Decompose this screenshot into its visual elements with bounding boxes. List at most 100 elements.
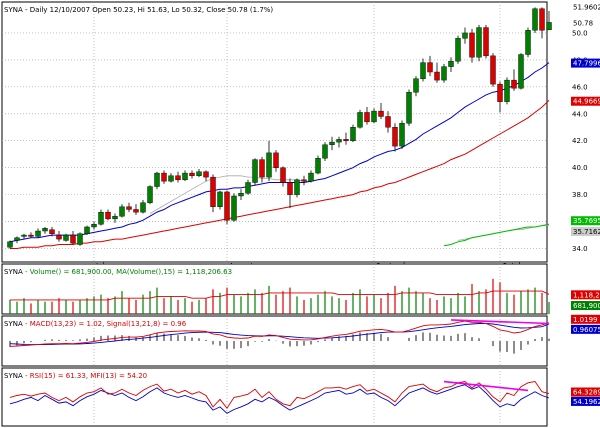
- candle: [7, 240, 13, 249]
- candle-body: [385, 116, 391, 128]
- volume-right-labels: 1,118,206 681,900: [571, 290, 600, 311]
- candle: [112, 213, 118, 223]
- price-y-tick-4: 42.0: [572, 137, 588, 145]
- candle: [490, 53, 496, 87]
- candle-body: [406, 92, 412, 124]
- price-y-tick-3: 40.0: [572, 164, 588, 172]
- chart-title-ticker: SYNA: [4, 6, 23, 14]
- rsi-value-label-text: 64.3289: [573, 389, 600, 397]
- candle: [175, 171, 181, 183]
- candle: [259, 156, 265, 183]
- candle-body: [364, 112, 370, 123]
- signal-value-label: 0.960759: [571, 324, 600, 334]
- candle-body: [434, 71, 440, 81]
- chart-title-ohlc: - Daily 12/10/2007 Open 50.23, Hi 51.63,…: [25, 6, 273, 14]
- price-close-label-text: 50.78: [573, 19, 593, 27]
- candle-body: [371, 110, 377, 123]
- candle: [406, 89, 412, 126]
- candle-body: [532, 8, 538, 31]
- price-y-tick-8: 50.0: [572, 29, 588, 37]
- rsi-value-label-bg: [571, 387, 600, 397]
- macd-panel: 1.0199 0.960759 SYNA - MACD(13,23) = 1.02…: [1, 314, 600, 367]
- candle-body: [399, 123, 405, 147]
- candle-body: [476, 27, 482, 58]
- candle: [420, 58, 426, 82]
- candle: [455, 35, 461, 64]
- volume-title-text: - Volume() = 681,900.00, MA(Volume(),15)…: [25, 268, 232, 276]
- candle-body: [196, 171, 202, 176]
- candle: [217, 190, 223, 210]
- candle-body: [462, 32, 468, 39]
- macd-title: SYNA - MACD(13,23) = 1.02, Signal(13,21,…: [4, 320, 187, 328]
- candle: [231, 193, 237, 222]
- candle: [497, 81, 503, 113]
- ma-green-label-text: 35.7695: [573, 217, 600, 225]
- candle-body: [490, 55, 496, 85]
- candle: [511, 69, 517, 91]
- candle: [539, 7, 545, 39]
- macd-trend-line: [450, 319, 550, 325]
- candle: [224, 190, 230, 225]
- candle-body: [266, 152, 272, 178]
- candle: [21, 233, 27, 240]
- candle: [273, 150, 279, 172]
- candle-body: [238, 193, 244, 197]
- candle: [105, 209, 111, 221]
- candle: [189, 170, 195, 179]
- candle: [385, 111, 391, 133]
- candle-body: [147, 186, 153, 203]
- candle-body: [301, 179, 307, 182]
- candle: [378, 103, 384, 120]
- candle: [196, 169, 202, 178]
- candle-body: [350, 127, 356, 141]
- candle-body: [42, 228, 48, 232]
- candle: [413, 76, 419, 97]
- candle: [343, 132, 349, 145]
- rsi-title: SYNA - RSI(15) = 61.33, MFI(13) = 54.20: [4, 372, 147, 380]
- signal-value-label-text: 0.960759: [573, 326, 600, 334]
- candle-body: [280, 167, 286, 183]
- candle-body: [98, 211, 104, 225]
- candle-body: [448, 61, 454, 67]
- candle: [476, 24, 482, 62]
- price-y-tick-2: 38.0: [572, 191, 588, 199]
- candle: [238, 189, 244, 201]
- candle: [161, 170, 167, 184]
- candle: [294, 178, 300, 198]
- ma-green-line: [443, 223, 550, 247]
- candle-body: [119, 206, 125, 217]
- candle-body: [35, 230, 41, 237]
- candle-body: [49, 229, 55, 234]
- candle: [308, 170, 314, 183]
- candle-body: [217, 191, 223, 207]
- rsi-trend-line: [443, 380, 529, 392]
- candle-body: [154, 172, 160, 187]
- candle: [154, 171, 160, 190]
- price-candles: [7, 7, 552, 249]
- candle-body: [315, 158, 321, 174]
- macd-histogram: [9, 332, 550, 354]
- candle-body: [273, 152, 279, 168]
- candle-body: [175, 175, 181, 181]
- macd-line: [9, 320, 550, 347]
- ma-extra-label-text: 35.7162: [573, 228, 600, 236]
- volume-ma-path: [10, 290, 550, 301]
- candle-body: [56, 234, 62, 240]
- macd-value-label-text: 1.0199: [573, 316, 598, 324]
- ma-long-line: [10, 99, 550, 249]
- rsi-title-ticker: SYNA: [4, 372, 23, 380]
- candle-body: [308, 172, 314, 182]
- candle: [140, 200, 146, 214]
- candle: [399, 120, 405, 149]
- price-high-label-bg: [571, 2, 600, 12]
- candle-body: [21, 234, 27, 237]
- candle: [133, 204, 139, 215]
- price-panel: JulAugustSeptemberOctober 34.036.038.040…: [1, 1, 600, 270]
- candle-body: [441, 66, 447, 81]
- ma-long-label-bg: [571, 96, 600, 106]
- candle-body: [497, 83, 503, 102]
- candle-body: [7, 241, 13, 248]
- candle: [448, 57, 454, 73]
- candle-body: [70, 234, 76, 244]
